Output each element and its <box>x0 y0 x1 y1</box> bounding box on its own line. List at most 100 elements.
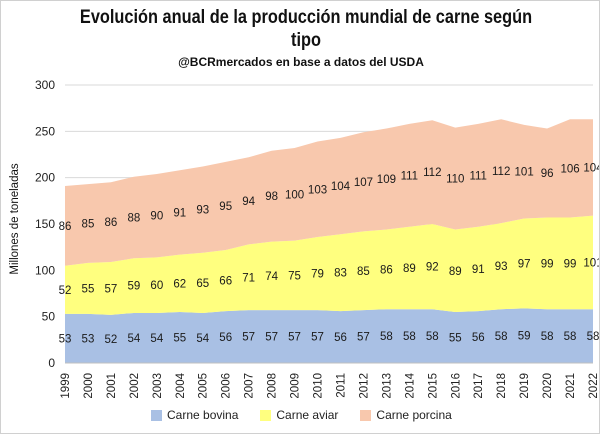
data-label: 57 <box>265 332 278 344</box>
data-label: 92 <box>426 262 439 274</box>
data-label: 99 <box>541 258 554 270</box>
data-label: 94 <box>242 196 255 208</box>
legend-item: Carne aviar <box>260 408 338 422</box>
x-tick-label: 2003 <box>152 373 164 399</box>
x-tick-label: 2005 <box>198 373 210 399</box>
legend-swatch <box>260 409 272 421</box>
data-label: 52 <box>59 285 72 297</box>
data-label: 58 <box>426 331 439 343</box>
data-label: 75 <box>288 270 301 282</box>
legend-label: Carne aviar <box>276 408 339 422</box>
data-label: 93 <box>495 261 508 273</box>
x-tick-label: 2010 <box>313 373 325 399</box>
data-label: 58 <box>380 331 393 343</box>
data-label: 54 <box>196 333 209 345</box>
legend: Carne bovina Carne aviar Carne porcina <box>151 406 474 424</box>
chart-subtitle: @BCRmercados en base a datos del USDA <box>178 55 424 69</box>
chart-title: Evolución anual de la producción mundial… <box>79 7 533 51</box>
data-label: 58 <box>564 331 577 343</box>
data-label: 57 <box>311 332 324 344</box>
x-tick-label: 2019 <box>519 373 531 399</box>
legend-label: Carne bovina <box>167 408 239 422</box>
data-label: 58 <box>403 331 416 343</box>
x-tick-label: 2015 <box>427 373 439 399</box>
data-label: 110 <box>446 174 464 186</box>
data-label: 56 <box>334 332 347 344</box>
data-label: 88 <box>127 213 140 225</box>
y-tick-label: 300 <box>35 78 55 92</box>
data-label: 112 <box>492 166 510 178</box>
data-label: 91 <box>173 207 186 219</box>
x-tick-label: 2014 <box>404 372 416 398</box>
data-label: 104 <box>331 181 351 193</box>
x-tick-label: 2013 <box>381 373 393 399</box>
data-label: 59 <box>127 281 140 293</box>
data-label: 56 <box>219 332 232 344</box>
data-label: 65 <box>196 278 209 290</box>
data-label: 109 <box>377 174 396 186</box>
legend-item: Carne porcina <box>360 408 452 422</box>
data-label: 54 <box>127 333 140 345</box>
y-tick-label: 50 <box>42 310 56 324</box>
data-label: 96 <box>541 168 554 180</box>
data-label: 74 <box>265 271 278 283</box>
x-tick-label: 2008 <box>267 373 279 399</box>
y-tick-label: 250 <box>35 124 55 138</box>
y-tick-label: 200 <box>35 171 55 185</box>
data-label: 101 <box>583 257 599 269</box>
x-tick-label: 2022 <box>588 373 599 399</box>
data-label: 56 <box>472 332 485 344</box>
x-tick-label: 2009 <box>290 373 302 399</box>
data-label: 52 <box>105 334 118 346</box>
x-tick-label: 2020 <box>542 373 554 399</box>
data-label: 57 <box>242 332 255 344</box>
data-label: 85 <box>82 219 95 231</box>
data-label: 112 <box>423 167 441 179</box>
data-label: 57 <box>357 332 370 344</box>
data-label: 55 <box>173 333 186 345</box>
x-tick-label: 2021 <box>565 373 577 399</box>
legend-swatch <box>151 409 162 421</box>
data-label: 104 <box>583 162 599 174</box>
data-label: 53 <box>59 333 72 345</box>
x-tick-label: 2004 <box>175 372 187 398</box>
y-tick-label: 0 <box>48 356 55 370</box>
x-tick-label: 1999 <box>60 373 72 399</box>
x-tick-label: 2011 <box>335 373 347 398</box>
x-tick-label: 2018 <box>496 373 508 399</box>
data-label: 111 <box>469 170 486 182</box>
y-tick-label: 100 <box>35 263 55 277</box>
x-tick-label: 2002 <box>129 373 141 399</box>
data-label: 71 <box>242 272 255 284</box>
area-carne-bovina <box>65 308 593 363</box>
data-label: 86 <box>105 217 118 229</box>
data-label: 86 <box>59 221 72 233</box>
area-carne-aviar <box>65 215 593 315</box>
legend-swatch <box>360 409 372 421</box>
area-carne-porcina <box>65 119 593 266</box>
data-label: 86 <box>380 264 393 276</box>
data-label: 62 <box>173 278 186 290</box>
data-label: 83 <box>334 268 347 280</box>
data-label: 66 <box>219 276 232 288</box>
data-label: 89 <box>449 266 462 278</box>
x-tick-label: 2017 <box>473 373 485 399</box>
data-label: 98 <box>265 191 278 203</box>
data-label: 79 <box>311 269 324 281</box>
data-label: 111 <box>401 170 418 182</box>
data-label: 60 <box>150 280 163 292</box>
data-label: 103 <box>308 184 327 196</box>
data-label: 93 <box>196 205 209 217</box>
x-tick-label: 2007 <box>244 373 256 399</box>
data-label: 101 <box>515 167 534 179</box>
data-label: 106 <box>560 163 579 175</box>
data-label: 89 <box>403 263 416 275</box>
data-label: 99 <box>564 258 577 270</box>
x-tick-label: 2012 <box>358 373 370 399</box>
data-label: 58 <box>495 331 508 343</box>
data-label: 95 <box>219 201 232 213</box>
data-label: 90 <box>150 211 163 223</box>
data-label: 57 <box>288 332 301 344</box>
